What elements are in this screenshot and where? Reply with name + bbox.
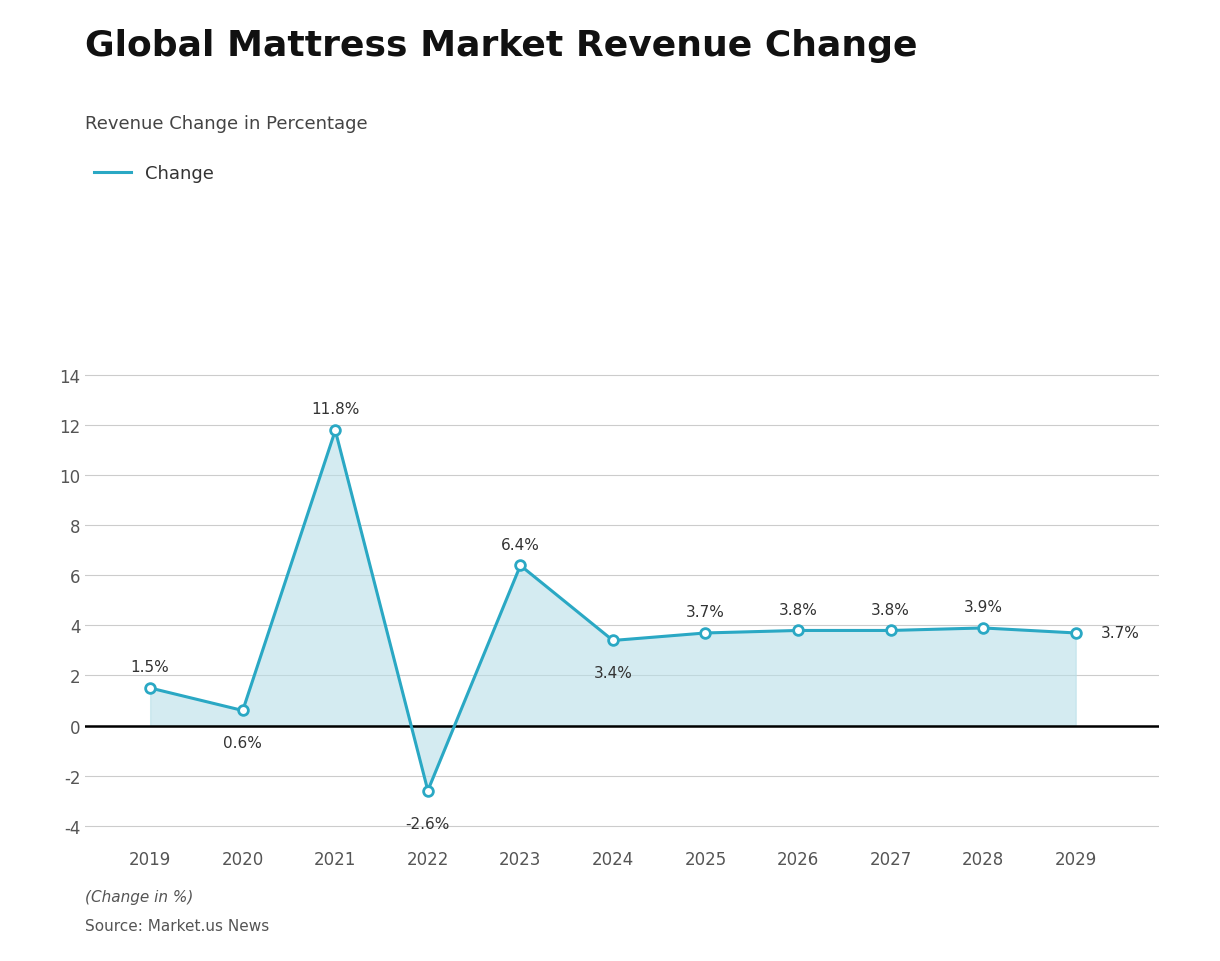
Text: 1.5%: 1.5% bbox=[131, 659, 170, 675]
Text: 11.8%: 11.8% bbox=[311, 402, 360, 417]
Text: (Change in %): (Change in %) bbox=[85, 889, 194, 904]
Text: 0.6%: 0.6% bbox=[223, 736, 262, 751]
Text: Revenue Change in Percentage: Revenue Change in Percentage bbox=[85, 115, 368, 134]
Text: 3.7%: 3.7% bbox=[686, 604, 725, 620]
Text: Source: Market.us News: Source: Market.us News bbox=[85, 918, 270, 933]
Text: -2.6%: -2.6% bbox=[406, 816, 450, 830]
Text: 3.7%: 3.7% bbox=[1100, 626, 1139, 641]
Text: 6.4%: 6.4% bbox=[501, 537, 539, 552]
Text: 3.8%: 3.8% bbox=[871, 602, 910, 617]
Text: Global Mattress Market Revenue Change: Global Mattress Market Revenue Change bbox=[85, 29, 917, 62]
Text: 3.8%: 3.8% bbox=[778, 602, 817, 617]
Text: 3.4%: 3.4% bbox=[593, 666, 632, 680]
Legend: Change: Change bbox=[94, 165, 214, 183]
Text: 3.9%: 3.9% bbox=[964, 600, 1003, 614]
